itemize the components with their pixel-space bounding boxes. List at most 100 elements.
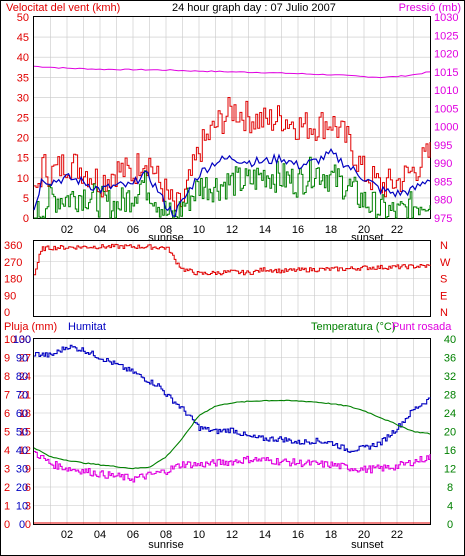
rain-mm-tick-label: 21 <box>19 390 31 402</box>
compass-tick-label: E <box>440 290 447 302</box>
temp-panel-grid <box>34 339 430 524</box>
wind-tick-label: 10 <box>17 173 29 185</box>
pressure-tick-label: 1000 <box>434 122 458 134</box>
temperature-tick-label: 28 <box>444 390 456 402</box>
hour-tick-label: 06 <box>127 224 139 236</box>
direction-axis-ticks: 360 270 180 90 0 <box>4 240 22 319</box>
wind-axis-title: Velocitat del vent (kmh) <box>6 2 120 14</box>
pressure-tick-label: 1010 <box>434 85 458 97</box>
pressure-tick-label: 1020 <box>434 49 458 61</box>
humidity-tick-label: 70 <box>16 390 28 402</box>
hour-tick-label: 02 <box>61 529 73 541</box>
wind-tick-label: 40 <box>17 52 29 64</box>
hour-tick-label: 22 <box>391 529 403 541</box>
temperature-tick-label: 40 <box>444 334 456 346</box>
rain-mm-tick-label: 12 <box>19 445 31 457</box>
wind-tick-label: 5 <box>23 193 29 205</box>
temperature-tick-label: 36 <box>444 353 456 365</box>
hour-tick-label: 04 <box>94 224 106 236</box>
humidity-tick-label: 0 <box>19 519 25 531</box>
sunrise-label: sunrise <box>148 539 183 551</box>
pressure-tick-label: 975 <box>434 213 452 225</box>
rain-mm-tick-label: 9 <box>25 464 31 476</box>
wind-series-line-0 <box>33 65 431 79</box>
humidity-tick-label: 100 <box>13 334 31 346</box>
sunset-label: sunset <box>351 232 383 244</box>
compass-tick-label: N <box>440 307 448 319</box>
hour-tick-label: 18 <box>325 529 337 541</box>
rain-tick-label: 0 <box>4 519 10 531</box>
hour-tick-label: 20 <box>358 529 370 541</box>
rain-tick-label: 7 <box>4 390 10 402</box>
compass-tick-label: W <box>440 257 451 269</box>
rain-mm-tick-label: 15 <box>19 427 31 439</box>
pressure-tick-label: 990 <box>434 158 452 170</box>
pressure-axis-title: Pressió (mb) <box>399 2 461 14</box>
rain-axis-title: Pluja (mm) <box>4 321 57 333</box>
wind-tick-label: 50 <box>17 12 29 24</box>
temperature-tick-label: 20 <box>444 427 456 439</box>
rain-tick-label: 3 <box>4 464 10 476</box>
wind-panel-frame <box>33 16 431 219</box>
temperature-tick-label: 24 <box>444 408 456 420</box>
humidity-tick-label: 30 <box>16 464 28 476</box>
rain-tick-label: 9 <box>4 353 10 365</box>
temp-panel-hour-ticks: 02 04 06 08 10 12 14 16 18 20 22 sunrise sunset <box>61 529 403 551</box>
wind-tick-label: 25 <box>17 113 29 125</box>
hour-tick-label: 18 <box>325 224 337 236</box>
wind-tick-label: 45 <box>17 32 29 44</box>
hour-tick-label: 16 <box>292 224 304 236</box>
humidity-tick-label: 80 <box>16 371 28 383</box>
temperature-tick-label: 4 <box>447 501 453 513</box>
temp-panel-frame <box>33 338 431 525</box>
temperature-tick-label: 8 <box>447 482 453 494</box>
direction-series-line <box>34 243 431 276</box>
sunset-label: sunset <box>351 539 383 551</box>
pressure-tick-label: 1015 <box>434 67 458 79</box>
direction-tick-label: 360 <box>4 240 22 252</box>
temp-series-line-0 <box>34 344 431 453</box>
temperature-tick-label: 32 <box>444 371 456 383</box>
hour-tick-label: 10 <box>193 224 205 236</box>
rain-tick-label: 6 <box>4 408 10 420</box>
temp-series-line-2 <box>34 450 431 483</box>
wind-tick-label: 30 <box>17 92 29 104</box>
hour-tick-label: 08 <box>160 224 172 236</box>
wind-tick-label: 0 <box>23 213 29 225</box>
hour-tick-label: 12 <box>226 529 238 541</box>
wind-tick-label: 20 <box>17 133 29 145</box>
graph-title: 24 hour graph day : 07 Julio 2007 <box>172 2 336 14</box>
direction-tick-label: 180 <box>4 274 22 286</box>
direction-panel-series <box>34 243 431 276</box>
hour-tick-label: 20 <box>358 224 370 236</box>
humidity-tick-label: 20 <box>16 482 28 494</box>
humidity-tick-label: 60 <box>16 408 28 420</box>
pressure-tick-label: 1030 <box>434 12 458 24</box>
direction-panel-grid <box>34 241 430 316</box>
temp-series-line-1 <box>33 399 431 470</box>
humidity-axis-ticks: 1098765432103027242118151296301009080706… <box>4 334 31 531</box>
direction-tick-label: 270 <box>4 257 22 269</box>
rain-mm-tick-label: 3 <box>25 501 31 513</box>
hour-tick-label: 16 <box>292 529 304 541</box>
dewpoint-axis-title: Punt rosada <box>392 321 452 333</box>
rain-mm-tick-label: 18 <box>19 408 31 420</box>
wind-tick-label: 35 <box>17 72 29 84</box>
temperature-tick-label: 0 <box>447 519 453 531</box>
rain-tick-label: 1 <box>4 501 10 513</box>
wind-series-line-3 <box>33 147 431 218</box>
humidity-tick-label: 50 <box>16 427 28 439</box>
humidity-tick-label: 10 <box>16 501 28 513</box>
hour-tick-label: 22 <box>391 224 403 236</box>
pressure-tick-label: 1005 <box>434 103 458 115</box>
pressure-tick-label: 1025 <box>434 30 458 42</box>
hour-tick-label: 10 <box>193 529 205 541</box>
hour-tick-label: 12 <box>226 224 238 236</box>
wind-panel-series <box>33 65 431 219</box>
hour-tick-label: 14 <box>259 529 271 541</box>
